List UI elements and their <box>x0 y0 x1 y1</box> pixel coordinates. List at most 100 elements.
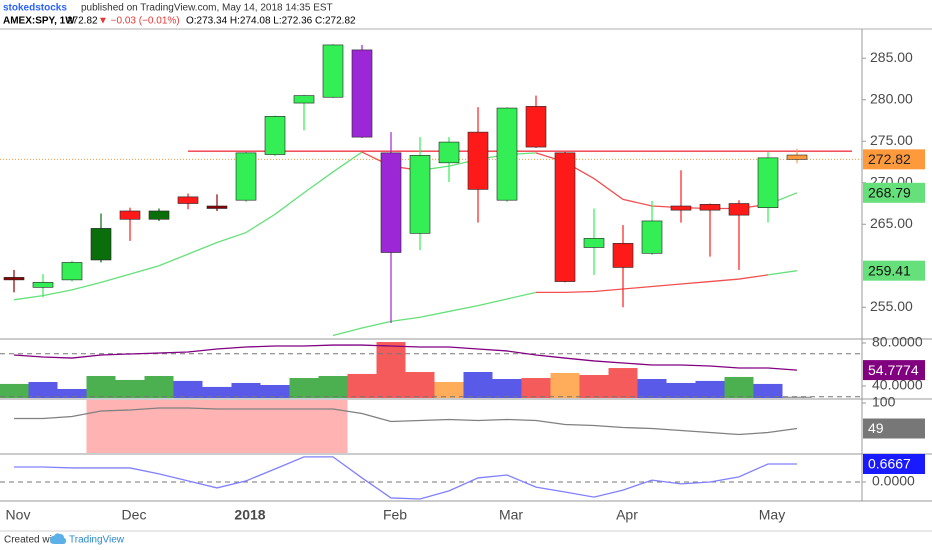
candle-body <box>612 243 634 268</box>
price-label-box <box>863 260 925 281</box>
symbol: AMEX:SPY, 1W <box>3 16 75 27</box>
candle-body <box>641 220 663 254</box>
bar <box>695 380 725 398</box>
y-tick-label: 285.00 <box>870 49 913 65</box>
candle-body <box>351 49 373 138</box>
bar <box>260 385 290 398</box>
candle-body <box>148 210 170 220</box>
candle-body <box>467 131 489 190</box>
x-tick-label: Feb <box>383 507 407 523</box>
candle-body <box>90 228 112 261</box>
bar <box>115 379 145 398</box>
candle-body <box>32 282 54 288</box>
x-tick-label: Mar <box>499 507 523 523</box>
x-tick-label: 2018 <box>234 507 265 523</box>
indicator-line <box>13 344 798 371</box>
price-label: 0.6667 <box>868 456 911 472</box>
bar <box>637 378 667 398</box>
bar <box>666 382 696 398</box>
bar <box>782 396 812 398</box>
bar <box>0 383 29 398</box>
bar <box>550 372 580 398</box>
bar <box>608 368 638 398</box>
candle-body <box>757 157 779 208</box>
bar <box>492 378 522 398</box>
y-tick-label: 255.00 <box>870 298 913 314</box>
footer-brand[interactable]: TradingView <box>69 535 125 546</box>
indicator-line <box>536 274 769 293</box>
bar <box>144 375 174 398</box>
footer-text: Created with <box>4 535 60 546</box>
bar <box>289 378 319 398</box>
candle-body <box>177 196 199 204</box>
header-change: ▼ −0.03 (−0.01%) <box>98 16 180 27</box>
bar <box>579 375 609 398</box>
price-label: 54.7774 <box>868 362 919 378</box>
bar <box>405 372 435 398</box>
y-tick-label: 0.0000 <box>872 473 915 489</box>
y-tick-label: 265.00 <box>870 215 913 231</box>
price-label-box <box>863 453 925 474</box>
x-tick-label: Nov <box>6 507 31 523</box>
candle-body <box>3 277 25 281</box>
price-label: 268.79 <box>868 185 911 201</box>
x-tick-label: Apr <box>616 507 638 523</box>
candle-body <box>496 107 518 201</box>
bar <box>521 378 551 398</box>
bar <box>753 383 783 398</box>
highlight-zone <box>86 400 348 453</box>
candle-body <box>670 205 692 211</box>
candle-body <box>61 262 83 281</box>
bar <box>202 386 232 398</box>
bar <box>57 388 87 398</box>
candle-body <box>438 141 460 164</box>
header-price: 272.82 <box>67 16 98 27</box>
header-ohlc: O:273.34 H:274.08 L:272.36 C:272.82 <box>186 16 356 27</box>
bar <box>347 373 377 398</box>
candle-body <box>293 95 315 104</box>
frame <box>0 28 932 532</box>
candle-body <box>699 204 721 211</box>
y-tick-label: 280.00 <box>870 90 913 106</box>
y-tick-label: 100 <box>872 394 896 410</box>
y-tick-label: 40.0000 <box>872 377 923 393</box>
candle-body <box>583 238 605 248</box>
candle-body <box>206 205 228 209</box>
price-label-box <box>863 418 925 439</box>
bar <box>86 375 116 398</box>
candle-body <box>264 116 286 155</box>
published-note: published on TradingView.com, May 14, 20… <box>81 3 333 14</box>
price-label-box <box>863 149 925 170</box>
y-tick-label: 80.0000 <box>872 334 923 350</box>
price-label: 272.82 <box>868 151 911 167</box>
bar <box>724 376 754 398</box>
publisher[interactable]: stokedstocks <box>3 3 67 14</box>
bar <box>231 382 261 398</box>
candle-body <box>728 203 750 216</box>
x-tick-label: May <box>759 507 785 523</box>
brand-logo <box>50 533 66 544</box>
price-label: 259.41 <box>868 262 911 278</box>
x-tick-label: Dec <box>122 507 147 523</box>
indicator-line <box>14 456 797 500</box>
bar <box>173 380 203 398</box>
candle-body <box>786 154 808 160</box>
bar <box>376 342 406 398</box>
bar <box>463 372 493 398</box>
bar <box>434 381 464 398</box>
indicator-line <box>332 270 798 337</box>
price-label-box <box>863 360 925 381</box>
y-tick-label: 275.00 <box>870 132 913 148</box>
candle-body <box>119 210 141 220</box>
price-label-box <box>863 182 925 203</box>
bar <box>28 381 58 398</box>
candle-body <box>554 152 576 282</box>
bar <box>318 375 348 398</box>
candle-body <box>235 152 257 201</box>
candle-body <box>380 152 402 253</box>
candle-body <box>322 44 344 98</box>
indicator-line <box>14 407 798 436</box>
price-label: 49 <box>868 420 884 436</box>
